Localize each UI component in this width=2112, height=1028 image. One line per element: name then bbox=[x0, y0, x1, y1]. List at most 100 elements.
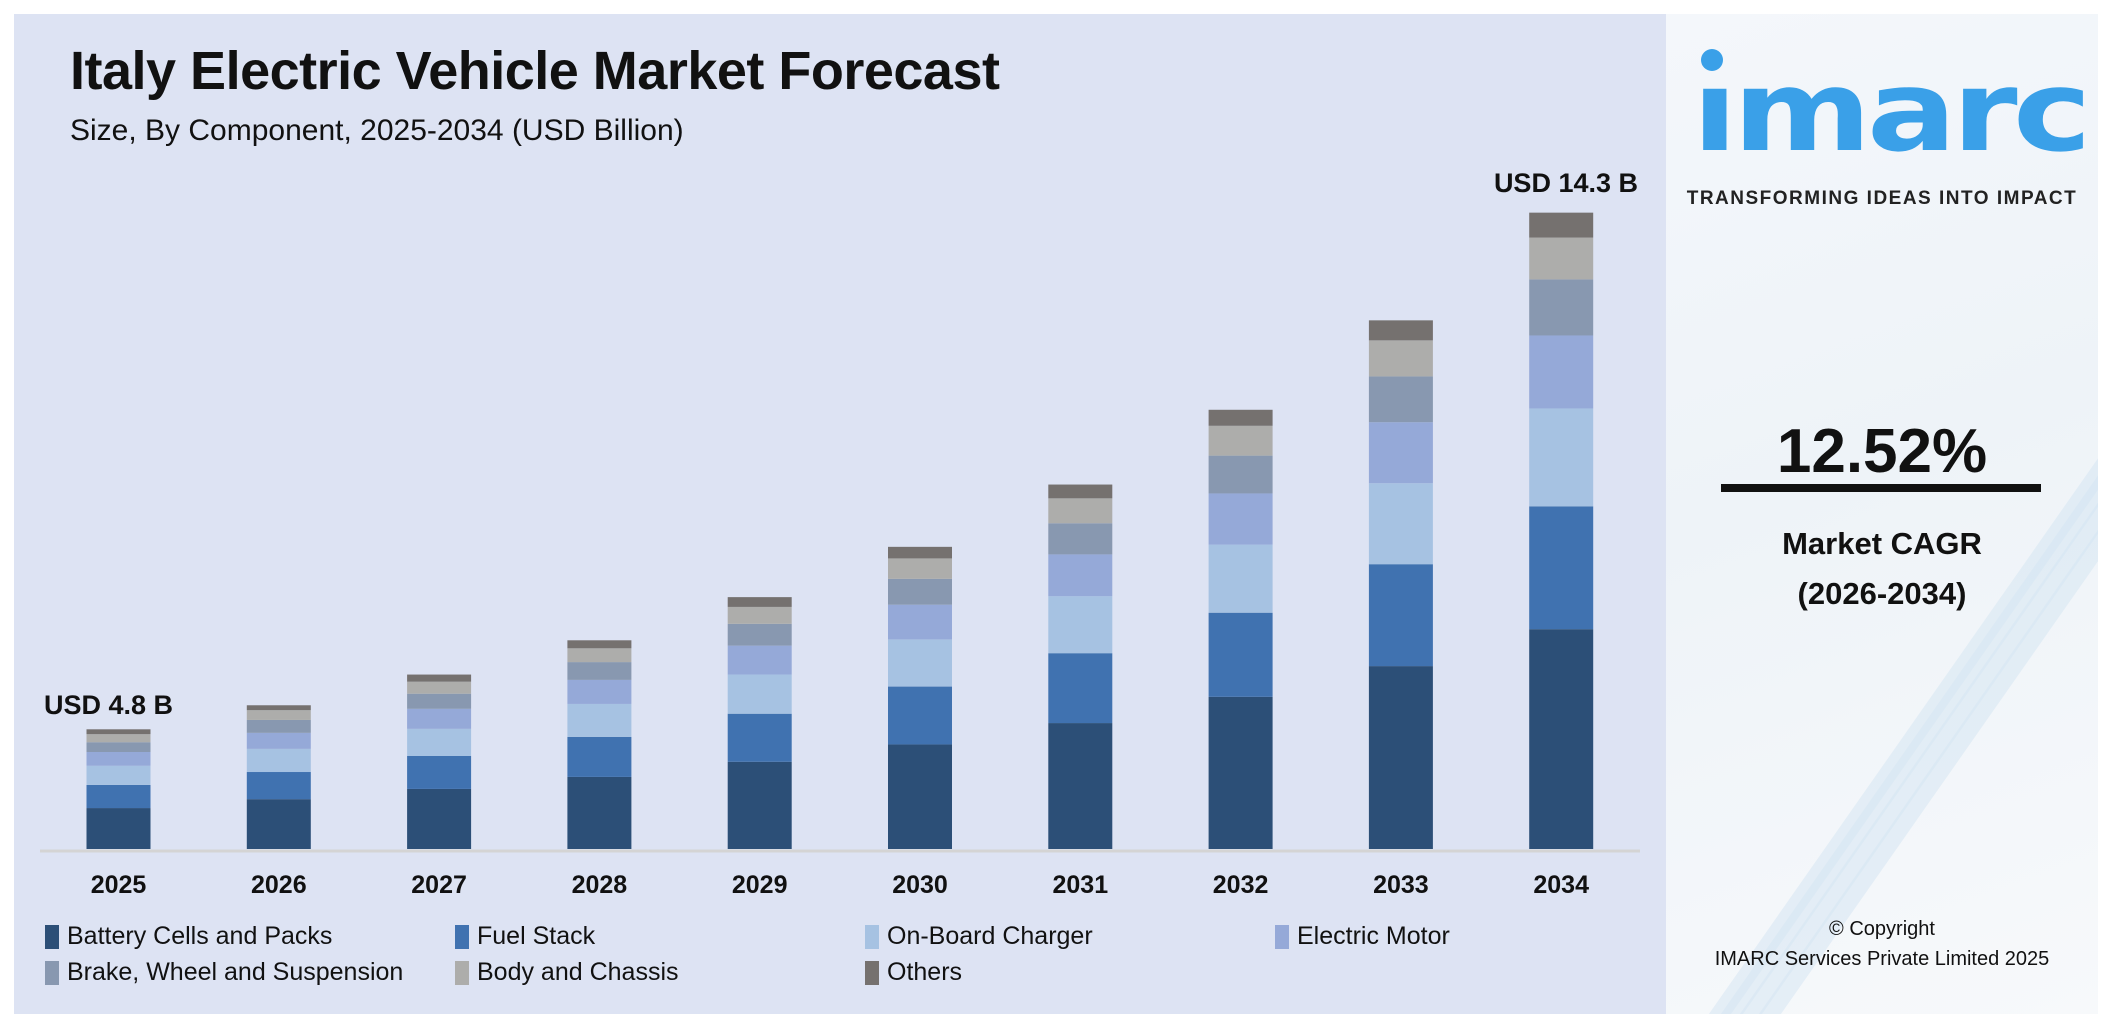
bar-segment-2029-4 bbox=[727, 623, 792, 646]
legend-item: Brake, Wheel and Suspension bbox=[45, 958, 403, 987]
legend-item: Body and Chassis bbox=[455, 958, 679, 987]
x-tick-label: 2031 bbox=[1052, 871, 1108, 899]
bar-segment-2026-5 bbox=[246, 710, 311, 720]
bar-segment-2027-1 bbox=[407, 755, 472, 789]
legend-label: Others bbox=[887, 958, 963, 986]
bar-segment-2032-6 bbox=[1208, 409, 1273, 426]
bar-segment-2029-0 bbox=[727, 761, 792, 849]
bar-segment-2033-1 bbox=[1368, 564, 1433, 667]
bar-segment-2027-6 bbox=[407, 674, 472, 682]
legend-label: Battery Cells and Packs bbox=[67, 922, 333, 950]
bar-segment-2031-6 bbox=[1048, 484, 1113, 499]
legend-swatch bbox=[455, 960, 469, 985]
tagline: TRANSFORMING IDEAS INTO IMPACT bbox=[1686, 188, 2078, 209]
copyright-line-1: © Copyright bbox=[1829, 918, 1935, 940]
bar-segment-2031-2 bbox=[1048, 596, 1113, 654]
bar-segment-2028-5 bbox=[567, 648, 632, 663]
bar-segment-2031-1 bbox=[1048, 653, 1113, 724]
bar-segment-2031-4 bbox=[1048, 523, 1113, 555]
cagr-divider bbox=[1721, 484, 2041, 492]
bar-segment-2033-2 bbox=[1368, 483, 1433, 565]
bar-segment-2034-2 bbox=[1529, 408, 1594, 507]
cagr-value: 12.52% bbox=[1776, 417, 1988, 486]
bar-segment-2032-3 bbox=[1208, 493, 1273, 545]
bar-segment-2027-0 bbox=[407, 788, 472, 849]
bar-segment-2029-6 bbox=[727, 597, 792, 607]
bar-segment-2030-5 bbox=[888, 558, 952, 579]
legend-swatch bbox=[45, 960, 59, 985]
bar-segment-2030-6 bbox=[888, 546, 952, 559]
bar-segment-2025-0 bbox=[86, 808, 151, 849]
bar-segment-2028-6 bbox=[567, 640, 632, 649]
legend-item: Battery Cells and Packs bbox=[45, 922, 332, 951]
cagr-period: (2026-2034) bbox=[1797, 576, 1967, 611]
bar-segment-2032-2 bbox=[1208, 544, 1273, 613]
legend-item: Electric Motor bbox=[1275, 922, 1450, 951]
bar-segment-2027-3 bbox=[407, 708, 472, 729]
bar-segment-2032-0 bbox=[1208, 696, 1273, 849]
bar-segment-2030-0 bbox=[888, 744, 952, 849]
bar-segment-2028-4 bbox=[567, 662, 632, 680]
bar-segment-2027-4 bbox=[407, 693, 472, 709]
legend-item: On-Board Charger bbox=[865, 922, 1093, 951]
x-tick-label: 2026 bbox=[251, 871, 307, 899]
svg-text:ımarc: ımarc bbox=[1692, 47, 2087, 158]
bar-segment-2034-5 bbox=[1529, 237, 1594, 280]
bar-segment-2033-3 bbox=[1368, 422, 1433, 484]
bar-segment-2026-0 bbox=[246, 799, 311, 849]
legend-label: Electric Motor bbox=[1297, 922, 1450, 950]
bar-segment-2030-3 bbox=[888, 604, 952, 640]
legend-item: Others bbox=[865, 958, 962, 987]
bar-segment-2034-0 bbox=[1529, 629, 1594, 849]
chart-subtitle: Size, By Component, 2025-2034 (USD Billi… bbox=[70, 114, 684, 147]
bar-segment-2033-6 bbox=[1368, 320, 1433, 341]
legend-swatch bbox=[45, 924, 59, 949]
bar-segment-2033-0 bbox=[1368, 666, 1433, 849]
data-label-2025: USD 4.8 B bbox=[44, 690, 173, 720]
bar-segment-2025-3 bbox=[86, 751, 151, 766]
bar-segment-2033-4 bbox=[1368, 376, 1433, 423]
bar-segment-2026-6 bbox=[246, 705, 311, 711]
copyright: © Copyright IMARC Services Private Limit… bbox=[1666, 914, 2098, 974]
x-tick-label: 2030 bbox=[892, 871, 948, 899]
bar-segment-2028-3 bbox=[567, 679, 632, 704]
bar-segment-2029-2 bbox=[727, 674, 792, 714]
bar-segment-2031-5 bbox=[1048, 498, 1113, 524]
bar-segment-2032-4 bbox=[1208, 455, 1273, 494]
bar-segment-2034-1 bbox=[1529, 506, 1594, 630]
x-tick-label: 2032 bbox=[1213, 871, 1269, 899]
bar-segment-2027-2 bbox=[407, 728, 472, 756]
bar-segment-2032-5 bbox=[1208, 425, 1273, 456]
side-panel: ımarc TRANSFORMING IDEAS INTO IMPACT 12.… bbox=[1666, 14, 2098, 1014]
x-tick-label: 2028 bbox=[572, 871, 628, 899]
bar-segment-2028-0 bbox=[567, 776, 632, 849]
bar-segment-2026-1 bbox=[246, 772, 311, 800]
bar-segment-2025-1 bbox=[86, 784, 151, 809]
bar-segment-2026-2 bbox=[246, 748, 311, 773]
x-tick-label: 2034 bbox=[1533, 871, 1589, 899]
legend-label: Brake, Wheel and Suspension bbox=[67, 958, 404, 986]
bar-segment-2031-0 bbox=[1048, 723, 1113, 849]
legend-swatch bbox=[1275, 924, 1289, 949]
legend-swatch bbox=[455, 924, 469, 949]
bar-segment-2031-3 bbox=[1048, 554, 1113, 597]
imarc-logo: ımarc bbox=[1692, 47, 2091, 158]
x-tick-label: 2025 bbox=[91, 871, 147, 899]
bar-segment-2034-3 bbox=[1529, 335, 1594, 409]
x-tick-label: 2029 bbox=[732, 871, 788, 899]
data-label-2034: USD 14.3 B bbox=[1494, 168, 1638, 198]
cagr-label: Market CAGR bbox=[1782, 526, 1982, 561]
bar-segment-2030-4 bbox=[888, 578, 952, 605]
x-tick-label: 2027 bbox=[411, 871, 467, 899]
bar-segment-2026-3 bbox=[246, 732, 311, 749]
legend-item: Fuel Stack bbox=[455, 922, 595, 951]
bar-segment-2025-5 bbox=[86, 734, 151, 743]
chart-title: Italy Electric Vehicle Market Forecast bbox=[70, 41, 1000, 101]
legend-label: Body and Chassis bbox=[477, 958, 679, 986]
copyright-line-2: IMARC Services Private Limited 2025 bbox=[1714, 948, 2050, 970]
bar-segment-2032-1 bbox=[1208, 612, 1273, 697]
bar-segment-2025-2 bbox=[86, 765, 151, 785]
bar-segment-2029-5 bbox=[727, 606, 792, 624]
legend-swatch bbox=[865, 924, 879, 949]
